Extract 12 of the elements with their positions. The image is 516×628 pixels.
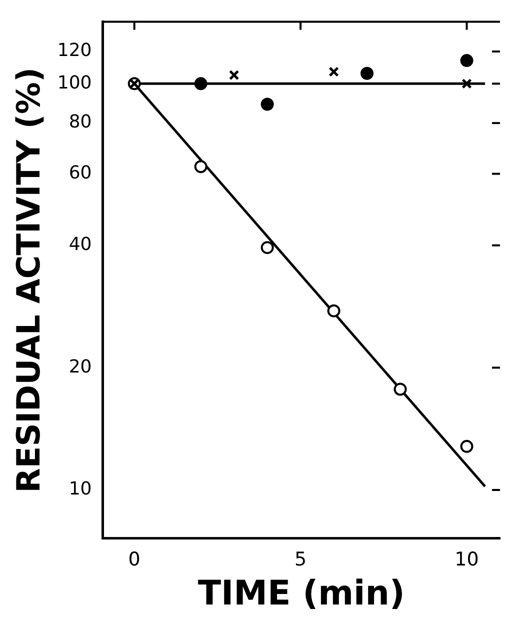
- x-tick-label: 5: [294, 548, 307, 571]
- x-tick-label: 10: [454, 548, 479, 571]
- y-tick-label: 120: [57, 40, 92, 62]
- y-tick-label: 80: [68, 112, 92, 133]
- y-tick-label: 100: [57, 72, 92, 94]
- y-tick-label: 40: [68, 234, 92, 256]
- y-tick-label: 20: [68, 356, 92, 378]
- y-tick-label: 60: [68, 162, 92, 184]
- x-axis-title: TIME (min): [198, 573, 405, 614]
- x-tick-label: 0: [128, 548, 140, 571]
- y-tick-label: 10: [68, 478, 92, 500]
- y-axis-title: RESIDUAL ACTIVITY (%): [10, 67, 48, 493]
